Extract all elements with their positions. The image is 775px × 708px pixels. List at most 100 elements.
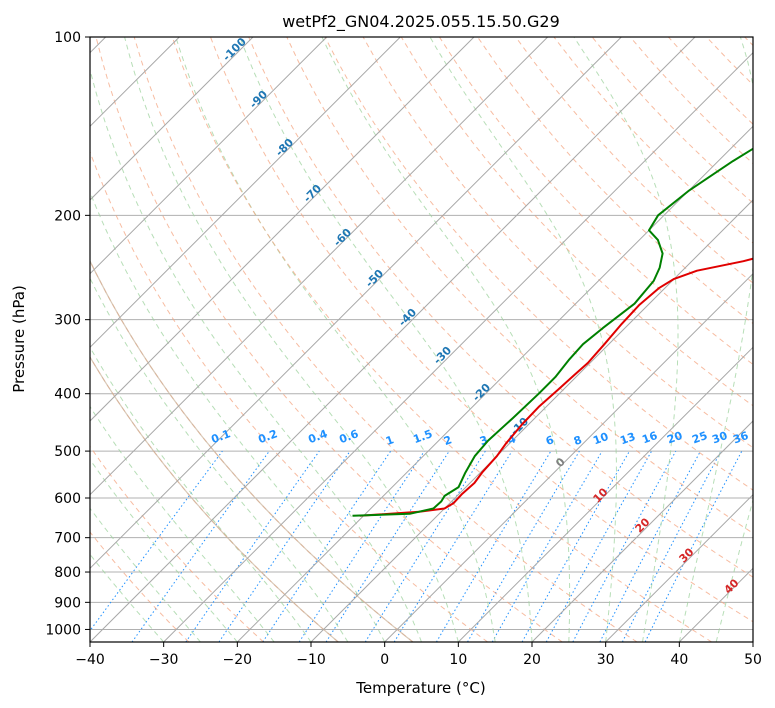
- isotherms: [90, 37, 753, 642]
- isotherm-line: [90, 37, 328, 275]
- x-tick-label: −10: [296, 652, 326, 668]
- isotherm-line: [90, 37, 254, 201]
- mixing-ratio-lines: [90, 450, 743, 642]
- y-tick-label: 500: [54, 444, 81, 460]
- moist-adiabat-line: [90, 507, 201, 642]
- x-tick-label: 40: [670, 652, 688, 668]
- mixing-ratio-line: [545, 450, 653, 642]
- x-tick-label: 0: [380, 652, 389, 668]
- y-tick-label: 800: [54, 565, 81, 581]
- moist-adiabat-line: [124, 37, 459, 642]
- temperature-profile-line: [359, 257, 753, 517]
- mixing-ratio-line: [572, 450, 677, 642]
- moist-adiabat-line: [90, 458, 238, 642]
- y-tick-label: 100: [54, 30, 81, 46]
- dry-adiabat-line: [90, 531, 190, 642]
- x-tick-label: 50: [744, 652, 762, 668]
- moist-adiabat-line: [239, 37, 533, 642]
- mixing-ratio-label: 1: [384, 433, 396, 448]
- mixing-ratio-label: 1.5: [411, 427, 434, 446]
- dry-adiabats: [90, 37, 753, 642]
- y-tick-label: 900: [54, 595, 81, 611]
- plot-frame: [89, 36, 754, 643]
- mixing-ratio-label: 6: [544, 433, 556, 448]
- isotherm-line: [90, 37, 549, 496]
- mixing-ratio-label: 36: [731, 429, 750, 447]
- mixing-ratio-label: 13: [618, 430, 637, 447]
- mixing-ratio-label: 2: [442, 433, 454, 448]
- isotherm-line: [90, 37, 696, 642]
- x-axis-ticks: −40 −30 −20 −10 0 10 20 30 40 50: [75, 642, 762, 668]
- moist-adiabat-line: [90, 67, 422, 642]
- mixing-ratio-label: 0.2: [256, 427, 279, 446]
- dry-adiabat-line: [400, 37, 753, 407]
- x-tick-label: −20: [223, 652, 253, 668]
- isotherm-line: [457, 346, 753, 642]
- dry-adiabat-line: [438, 37, 753, 366]
- mixing-ratio-line: [185, 450, 320, 642]
- mixing-ratio-line: [325, 450, 450, 642]
- y-axis-label: Pressure (hPa): [10, 285, 28, 393]
- isotherm-line: [163, 51, 753, 642]
- mixing-ratio-label: 0.6: [337, 427, 360, 446]
- moist-adiabat-line: [90, 405, 275, 642]
- x-tick-label: −40: [75, 652, 105, 668]
- mixing-ratio-label: 3: [478, 433, 490, 448]
- dry-adiabat-line: [90, 150, 488, 642]
- isotherm-line: [384, 272, 753, 642]
- dry-adiabat-line: [90, 445, 264, 642]
- moist-adiabat-line: [573, 37, 679, 642]
- isotherm-line: [236, 125, 753, 642]
- dry-adiabat-line: [171, 37, 712, 642]
- mixing-ratio-line: [393, 450, 513, 642]
- x-tick-label: −30: [149, 652, 179, 668]
- x-tick-label: 20: [523, 652, 541, 668]
- isotherm-line: [310, 199, 753, 642]
- plot-area: -100-90-80-70-60-50-40-30-20-100.1 0.2 0.4…: [90, 37, 753, 642]
- y-tick-label: 1000: [45, 622, 81, 638]
- mixing-ratio-line: [262, 450, 392, 642]
- moist-adiabat-line: [321, 37, 571, 642]
- dewpoint-profile-line: [352, 147, 753, 517]
- mixing-ratio-label: 16: [640, 429, 659, 447]
- dry-adiabat-line: [90, 355, 339, 642]
- mixing-ratio-line: [131, 450, 270, 642]
- mixing-ratio-label: 0.1: [209, 427, 232, 446]
- dry-adiabat-line: [133, 37, 638, 642]
- moist-adiabat-line: [90, 346, 312, 642]
- profile-series: [352, 147, 753, 517]
- y-tick-label: 400: [54, 387, 81, 403]
- isotherm-line: [531, 420, 753, 642]
- dry-adiabat-line: [95, 37, 563, 642]
- moist-adiabat-line: [90, 553, 165, 642]
- isotherm-line: [90, 37, 622, 570]
- moist-adiabat-line: [175, 37, 496, 642]
- mixing-ratio-line: [298, 450, 425, 642]
- y-tick-label: 300: [54, 313, 81, 329]
- isotherm-line: [90, 37, 401, 349]
- isotherm-line: [90, 37, 475, 422]
- pressure-gridlines: [90, 37, 753, 630]
- mixing-ratio-label: 10: [591, 430, 610, 448]
- mixing-ratio-line: [644, 450, 743, 642]
- x-tick-label: 10: [449, 652, 467, 668]
- x-axis-label: Temperature (°C): [355, 679, 485, 697]
- y-tick-label: 600: [54, 491, 81, 507]
- mixing-ratio-label: 4: [506, 432, 518, 447]
- x-tick-label: 30: [597, 652, 615, 668]
- mixing-ratio-line: [521, 450, 630, 642]
- moist-adiabat-line: [429, 37, 617, 642]
- mixing-ratio-label: 8: [572, 433, 584, 448]
- moist-adiabat-line: [90, 277, 349, 642]
- y-tick-label: 700: [54, 531, 81, 547]
- dry-adiabat-line: [248, 37, 753, 578]
- mixing-ratio-line: [218, 450, 351, 642]
- dry-adiabat-line: [210, 37, 753, 623]
- mixing-ratio-label: 25: [690, 429, 709, 446]
- dry-adiabat-line: [515, 37, 753, 284]
- y-axis-ticks: 1000 900 800 700 600 500 400 300 200 100: [45, 30, 90, 638]
- mixing-ratio-label: 30: [710, 429, 729, 447]
- chart-title: wetPf2_GN04.2025.055.15.50.G29: [282, 12, 560, 32]
